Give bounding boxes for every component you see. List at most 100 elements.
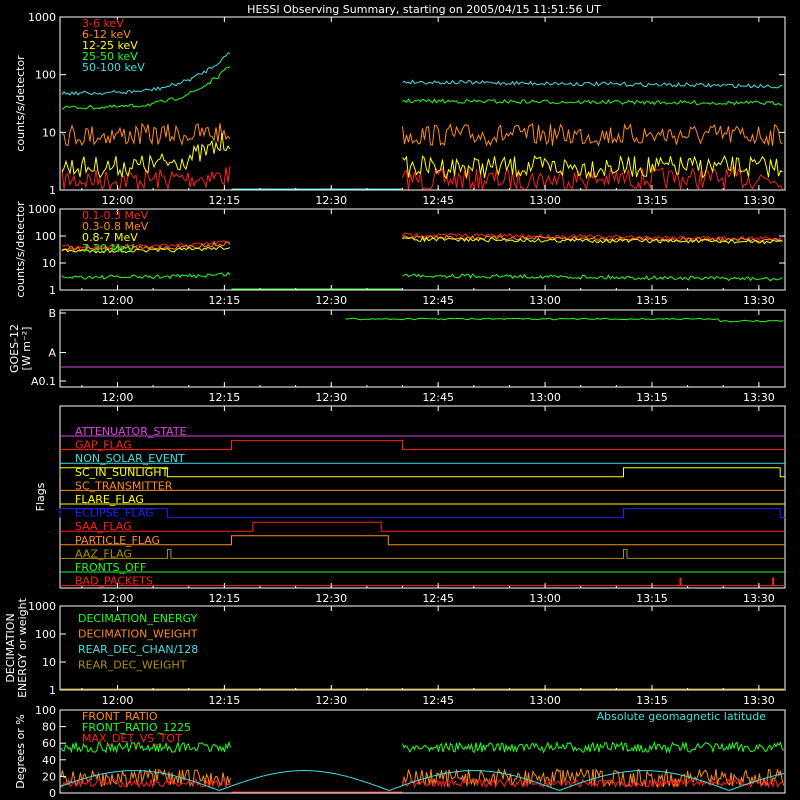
plot-frame	[59, 208, 786, 291]
plot-frame	[59, 605, 786, 691]
geomagnetic-latitude-line	[59, 770, 785, 791]
x-tick-label: 12:45	[422, 391, 454, 404]
x-tick-label: 12:15	[209, 391, 241, 404]
flag-label-attenuator-state: ATTENUATOR_STATE	[75, 425, 187, 438]
y-tick-label: 0	[49, 787, 56, 800]
x-tick-label: 12:15	[209, 592, 241, 605]
legend-7-20-mev: 7-20 MeV	[82, 242, 135, 255]
y-axis-label: Degrees or %	[14, 714, 27, 788]
x-tick-label: 13:15	[636, 391, 668, 404]
x-tick-label: 12:45	[422, 194, 454, 207]
legend-rear-dec-chan-128: REAR_DEC_CHAN/128	[78, 643, 198, 656]
flag-label-aaz-flag: AAZ_FLAG	[75, 547, 132, 560]
y-tick-label: 1	[49, 284, 56, 297]
y-tick-label: 80	[42, 721, 56, 734]
series-line-0-1-0-3-mev	[402, 232, 783, 241]
y-axis-label: DECIMATION	[4, 613, 17, 682]
x-tick-label: 13:15	[636, 694, 668, 707]
legend-25-50-kev: 25-50 keV	[82, 50, 138, 63]
legend-12-25-kev: 12-25 keV	[82, 39, 138, 52]
y-tick-label: 60	[42, 737, 56, 750]
legend-absolute-geomagnetic-latitude: Absolute geomagnetic latitude	[597, 710, 767, 723]
y-tick-label: 10	[42, 257, 56, 270]
series-line-50-100-kev	[61, 52, 231, 96]
x-tick-label: 13:15	[636, 294, 668, 307]
x-tick-label: 13:30	[743, 592, 775, 605]
legend-max-det-vs-tot: MAX_DET_VS_TOT	[82, 732, 182, 745]
x-tick-label: 12:45	[422, 694, 454, 707]
series-line-6-12-kev	[402, 122, 783, 147]
figure-title: HESSI Observing Summary, starting on 200…	[247, 3, 601, 16]
series-line-12-25-kev	[402, 154, 783, 180]
x-tick-label: 13:00	[529, 194, 561, 207]
x-tick-label: 12:30	[315, 294, 347, 307]
x-tick-label: 13:00	[529, 294, 561, 307]
y-axis-label: counts/s/detector	[14, 55, 27, 152]
legend-50-100-kev: 50-100 keV	[82, 61, 145, 74]
legend-3-6-kev: 3-6 keV	[82, 17, 124, 30]
y-axis-label: counts/s/detector	[14, 201, 27, 298]
y-axis-unit: [W m⁻²]	[20, 327, 33, 371]
y-tick-label: 100	[35, 230, 56, 243]
legend-0-1-0-3-mev: 0.1-0.3 MeV	[82, 209, 149, 222]
y-tick-label: 100	[35, 628, 56, 641]
panel-p6-group: 0 20 40 60 80 100 FRONT_RATIOFRONT_RATIO_1225M…	[14, 704, 786, 800]
flag-label-eclipse-flag: ECLIPSE_FLAG	[75, 507, 154, 520]
x-tick-label: 12:30	[315, 592, 347, 605]
x-tick-label: 12:00	[102, 391, 134, 404]
legend-rear-dec-weight: REAR_DEC_WEIGHT	[78, 659, 187, 672]
flag-label-gap-flag: GAP_FLAG	[75, 439, 132, 452]
series-line-7-20-mev	[402, 273, 783, 282]
series-line-0-8-7-mev	[61, 245, 231, 254]
goes-long-line	[345, 317, 784, 323]
y-tick-label: 10	[42, 126, 56, 139]
flag-label-saa-flag: SAA_FLAG	[75, 520, 132, 533]
y-tick-label: 1	[49, 184, 56, 197]
y-axis-label-2: ENERGY or weight	[16, 597, 29, 697]
series-line-0-3-0-8-mev	[402, 234, 783, 243]
plot-frame	[59, 709, 786, 794]
series-line-25-50-kev	[61, 66, 231, 110]
x-tick-label: 12:30	[315, 391, 347, 404]
series-line-6-12-kev	[61, 122, 231, 147]
x-tick-label: 12:15	[209, 694, 241, 707]
flag-line-particle-flag	[60, 535, 785, 546]
x-tick-label: 12:30	[315, 694, 347, 707]
y-tick-label: B	[48, 307, 56, 320]
legend-decimation-energy: DECIMATION_ENERGY	[78, 612, 198, 625]
x-tick-label: 13:00	[529, 592, 561, 605]
x-tick-label: 12:00	[102, 592, 134, 605]
x-tick-label: 12:45	[422, 592, 454, 605]
series-line-3-6-kev	[61, 166, 231, 191]
x-tick-label: 13:30	[743, 194, 775, 207]
legend-front-ratio: FRONT_RATIO	[82, 710, 158, 723]
x-tick-label: 13:30	[743, 694, 775, 707]
series-line-25-50-kev	[402, 98, 783, 106]
y-tick-label: A0.1	[31, 375, 56, 388]
flag-line-aaz-flag	[60, 548, 785, 559]
flag-label-sc-transmitter: SC_TRANSMITTER	[75, 479, 173, 492]
flag-line-gap-flag	[60, 440, 785, 451]
x-tick-label: 12:15	[209, 194, 241, 207]
x-tick-label: 13:30	[743, 391, 775, 404]
panel-p3-group: A0.1 A B 12:00 12:15 12:30 12:45 13:00 13:15 13:3…	[8, 307, 786, 404]
legend-decimation-weight: DECIMATION_WEIGHT	[78, 628, 198, 641]
panel-p1-group: 1 10 100 1000 12:00 12:15 12:30 12:45 13:00 13:15…	[14, 11, 786, 207]
y-tick-label: 1000	[28, 600, 56, 613]
y-tick-label: 1000	[28, 11, 56, 24]
x-tick-label: 12:45	[422, 294, 454, 307]
flag-label-particle-flag: PARTICLE_FLAG	[75, 534, 160, 547]
flag-label-fronts-off: FRONTS_OFF	[75, 561, 146, 574]
series-line-3-6-kev	[402, 166, 783, 191]
legend-6-12-kev: 6-12 keV	[82, 28, 131, 41]
panel-p5-group: 1 10 100 1000 DECIMATION_ENERGY DECIMATION_WE…	[4, 597, 786, 707]
series-line-0-3-0-8-mev	[61, 241, 231, 251]
x-tick-label: 12:00	[102, 294, 134, 307]
x-tick-label: 12:00	[102, 194, 134, 207]
plot-frame	[59, 16, 786, 191]
panel-p4-group: ATTENUATOR_STATEGAP_FLAGNON_SOLAR_EVENTS…	[34, 405, 786, 605]
flag-label-bad-packets: BAD_PACKETS	[75, 575, 153, 588]
ratio-line-front-ratio-1225	[60, 740, 231, 754]
